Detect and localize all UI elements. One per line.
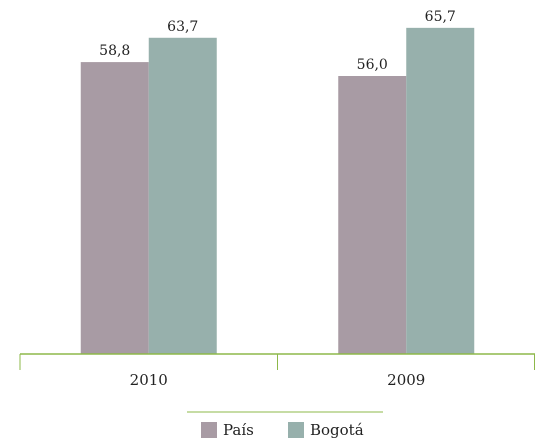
legend-swatch: [288, 422, 304, 438]
x-tick-label: 2009: [387, 371, 425, 389]
legend-swatch: [201, 422, 217, 438]
bar: [80, 62, 149, 354]
bar: [148, 37, 217, 355]
value-label: 56,0: [357, 57, 388, 73]
legend-label: País: [223, 421, 254, 439]
value-label: 65,7: [425, 9, 456, 25]
bar: [406, 27, 475, 354]
bar: [338, 76, 407, 354]
value-label: 58,8: [99, 43, 130, 59]
legend-label: Bogotá: [310, 421, 364, 439]
value-label: 63,7: [167, 19, 198, 35]
x-tick-label: 2010: [130, 371, 168, 389]
